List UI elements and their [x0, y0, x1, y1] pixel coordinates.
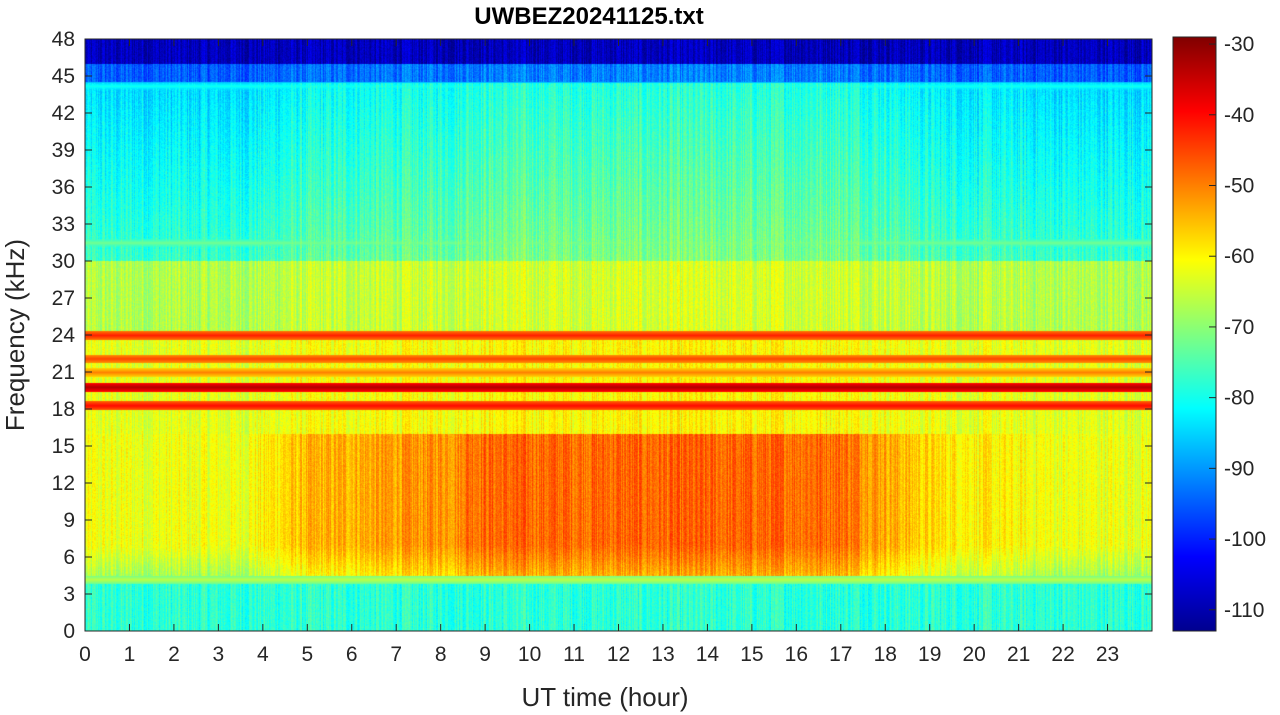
- y-tick-label: 18: [52, 398, 75, 421]
- x-tick-label: 16: [785, 643, 808, 666]
- y-tick-label: 30: [52, 250, 75, 273]
- x-tick-label: 5: [301, 643, 313, 666]
- colorbar-tick-label: -40: [1224, 104, 1254, 127]
- y-tick-label: 24: [52, 324, 76, 347]
- x-tick-label: 15: [740, 643, 763, 666]
- x-tick-label: 1: [124, 643, 136, 666]
- x-tick-label: 9: [479, 643, 491, 666]
- x-tick-label: 0: [79, 643, 91, 666]
- y-tick-label: 6: [63, 546, 75, 569]
- x-tick-label: 3: [213, 643, 225, 666]
- x-tick-label: 21: [1007, 643, 1030, 666]
- colorbar-gradient: [1172, 36, 1217, 632]
- x-tick-label: 4: [257, 643, 269, 666]
- y-tick-label: 45: [52, 65, 75, 88]
- colorbar-tick-label: -90: [1224, 457, 1254, 480]
- colorbar-tick-label: -110: [1224, 599, 1264, 622]
- x-axis-label: UT time (hour): [521, 682, 688, 712]
- x-tick-label: 8: [435, 643, 447, 666]
- y-tick-label: 36: [52, 176, 75, 199]
- chart-title: UWBEZ20241125.txt: [474, 3, 703, 30]
- y-tick-label: 0: [63, 620, 75, 643]
- heatmap-image: [85, 39, 1152, 631]
- colorbar-tick-label: -70: [1224, 316, 1254, 339]
- y-tick-label: 3: [63, 583, 75, 606]
- x-tick-label: 20: [962, 643, 985, 666]
- y-tick-label: 21: [52, 361, 75, 384]
- y-tick-label: 48: [52, 28, 75, 51]
- y-tick-label: 42: [52, 102, 75, 125]
- colorbar-tick-label: -50: [1224, 175, 1254, 198]
- x-tick-label: 7: [390, 643, 402, 666]
- y-tick-label: 27: [52, 287, 75, 310]
- y-tick-label: 15: [52, 435, 75, 458]
- colorbar-tick-label: -100: [1224, 528, 1266, 551]
- plot-area: [84, 38, 1153, 632]
- y-tick-label: 12: [52, 472, 75, 495]
- y-tick-label: 33: [52, 213, 75, 236]
- x-tick-label: 11: [563, 643, 585, 666]
- y-tick-label: 9: [63, 509, 75, 532]
- x-tick-label: 13: [651, 643, 674, 666]
- x-axis: 0 1 2 3 4 5 6 7 8 9 10 11 12 13 14 15 16 17 18 19 20 21 22 23: [79, 39, 1119, 666]
- x-tick-label: 22: [1051, 643, 1074, 666]
- x-tick-label: 6: [346, 643, 358, 666]
- x-tick-label: 18: [874, 643, 897, 666]
- colorbar: -110 -100 -90 -80 -70 -60 -50 -40 -30: [1172, 33, 1266, 632]
- y-axis-label: Frequency (kHz): [0, 239, 30, 431]
- x-tick-label: 14: [696, 643, 720, 666]
- x-tick-label: 17: [829, 643, 852, 666]
- x-tick-label: 19: [918, 643, 941, 666]
- colorbar-tick-label: -80: [1224, 387, 1254, 410]
- x-tick-label: 10: [518, 643, 541, 666]
- y-tick-label: 39: [52, 139, 75, 162]
- x-tick-label: 12: [607, 643, 630, 666]
- colorbar-tick-label: -60: [1224, 245, 1254, 268]
- x-tick-label: 23: [1096, 643, 1119, 666]
- colorbar-ticks: -110 -100 -90 -80 -70 -60 -50 -40 -30: [1209, 33, 1266, 622]
- colorbar-tick-label: -30: [1224, 33, 1254, 56]
- x-tick-label: 2: [168, 643, 180, 666]
